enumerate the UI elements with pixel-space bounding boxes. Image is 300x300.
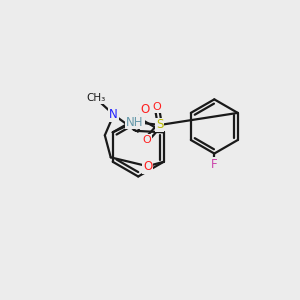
Text: O: O [140, 103, 149, 116]
Text: CH₃: CH₃ [86, 94, 106, 103]
Text: S: S [156, 118, 164, 131]
Text: N: N [109, 108, 118, 121]
Text: NH: NH [126, 116, 144, 128]
Text: O: O [143, 160, 152, 173]
Text: O: O [142, 135, 151, 145]
Text: O: O [152, 102, 161, 112]
Text: F: F [211, 158, 217, 171]
